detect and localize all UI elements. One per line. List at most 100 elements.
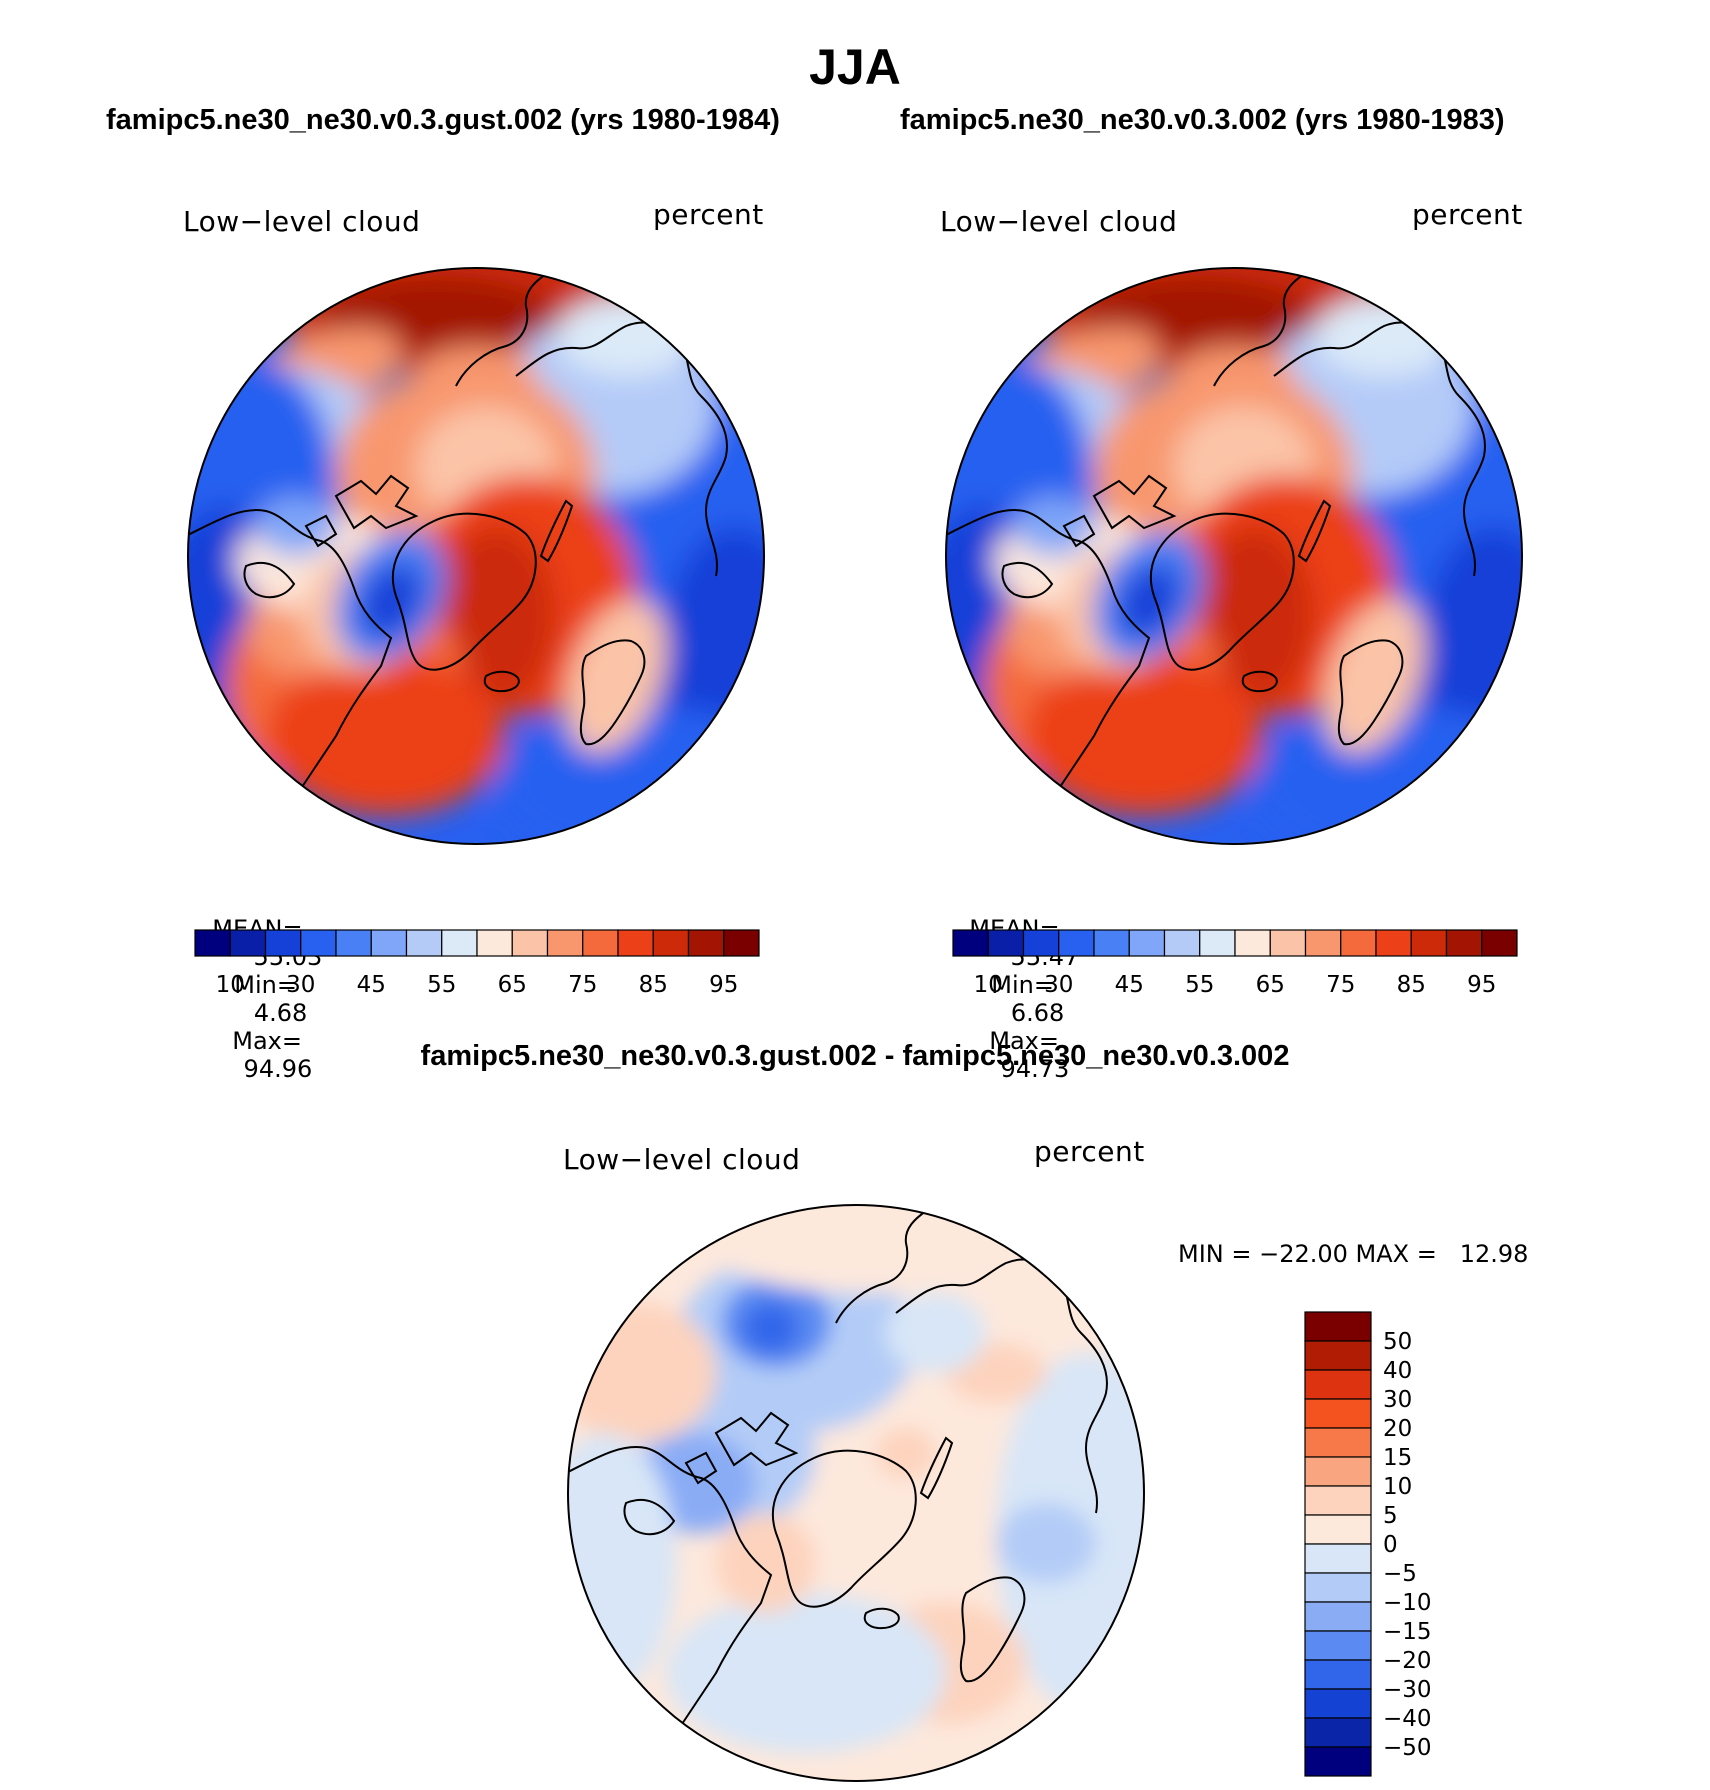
colorbar-swatch	[1163, 929, 1201, 957]
colorbar-swatch	[1304, 1340, 1372, 1371]
colorbar-swatch	[652, 929, 690, 957]
colorbar-tick-label: 30	[1383, 1387, 1412, 1413]
panel2-min-label: Min=	[991, 971, 1054, 999]
colorbar-tick-label: 20	[1383, 1416, 1412, 1442]
colorbar-swatch	[1304, 1427, 1372, 1458]
colorbar-swatch	[1058, 929, 1095, 957]
panel1-case-title: famipc5.ne30_ne30.v0.3.gust.002 (yrs 198…	[106, 104, 780, 136]
colorbar-tick-label: −5	[1383, 1561, 1417, 1587]
colorbar-tick-label: 45	[1115, 972, 1144, 998]
panel1-max-label: Max=	[232, 1027, 302, 1055]
colorbar-swatch	[1340, 929, 1377, 957]
colorbar-swatch	[405, 929, 443, 957]
colorbar-swatch	[582, 929, 619, 957]
map-boundary	[567, 1204, 1145, 1782]
panel1-polar-map	[187, 267, 765, 845]
panel2-polar-map	[945, 267, 1523, 845]
colorbar-swatch	[1304, 1543, 1372, 1574]
colorbar-tick-label: 30	[286, 972, 315, 998]
colorbar-tick-label: −10	[1383, 1590, 1432, 1616]
colorbar-swatch	[1304, 1485, 1372, 1516]
colorbar-swatch	[1375, 929, 1412, 957]
colorbar-swatch	[1304, 1456, 1372, 1487]
panel2-max-value: 94.73	[1000, 1055, 1070, 1083]
colorbar-tick-label: −40	[1383, 1706, 1432, 1732]
colorbar-tick-label: 10	[216, 972, 245, 998]
coastlines	[188, 273, 728, 797]
colorbar-tick-label: 55	[427, 972, 456, 998]
colorbar-swatch	[441, 929, 478, 957]
panel1-units-label: percent	[653, 198, 764, 231]
colorbar-tick-label: 95	[709, 972, 738, 998]
panel2-units-label: percent	[1412, 198, 1523, 231]
colorbar-tick-label: 55	[1185, 972, 1214, 998]
panel1-max-value: 94.96	[243, 1055, 313, 1083]
colorbar-swatch	[546, 929, 584, 957]
colorbar-swatch	[617, 929, 654, 957]
colorbar-swatch	[1304, 1514, 1372, 1545]
colorbar-swatch	[1199, 929, 1236, 957]
colorbar-swatch	[1304, 1746, 1372, 1777]
panel1-colorbar: 10 30 45 55 65 75 85 95	[194, 929, 760, 998]
colorbar-swatch	[1304, 1659, 1372, 1690]
difference-polar-map	[567, 1204, 1145, 1782]
colorbar-swatch	[511, 929, 549, 957]
map-field	[568, 1205, 1144, 1781]
panel2-variable-label: Low−level cloud	[940, 205, 1178, 238]
colorbar-tick-label: −15	[1383, 1619, 1432, 1645]
difference-units-label: percent	[1034, 1135, 1145, 1168]
panel1-min-value: 4.68	[253, 999, 308, 1027]
colorbar-swatch	[1304, 1572, 1372, 1603]
coastlines	[946, 273, 1486, 797]
colorbar-swatch	[1304, 1630, 1372, 1661]
colorbar-swatch	[1445, 929, 1483, 957]
colorbar-tick-label: 75	[1326, 972, 1355, 998]
map-boundary	[945, 267, 1523, 845]
colorbar-tick-label: 65	[498, 972, 527, 998]
map-field	[946, 268, 1522, 844]
colorbar-swatch	[1304, 1311, 1372, 1342]
map-boundary	[187, 267, 765, 845]
colorbar-swatch	[1304, 1369, 1372, 1400]
colorbar-swatch	[370, 929, 408, 957]
colorbar-swatch	[987, 929, 1025, 957]
colorbar-swatch	[476, 929, 513, 957]
colorbar-tick-label: 85	[639, 972, 668, 998]
figure-title: JJA	[809, 39, 901, 95]
colorbar-swatch	[1128, 929, 1166, 957]
colorbar-tick-label: 5	[1383, 1503, 1398, 1529]
panel1-variable-label: Low−level cloud	[183, 205, 421, 238]
colorbar-swatch	[1234, 929, 1271, 957]
panel1-min-label: Min=	[234, 971, 297, 999]
colorbar-tick-label: −20	[1383, 1648, 1432, 1674]
coastlines	[568, 1210, 1108, 1734]
difference-title: famipc5.ne30_ne30.v0.3.gust.002 - famipc…	[420, 1040, 1290, 1072]
colorbar-swatch	[300, 929, 337, 957]
colorbar-swatch	[1093, 929, 1130, 957]
map-field	[188, 268, 764, 844]
panel2-colorbar: 10 30 45 55 65 75 85 95	[952, 929, 1518, 998]
colorbar-tick-label: 15	[1383, 1445, 1412, 1471]
panel2-max-label: Max=	[989, 1027, 1059, 1055]
colorbar-swatch	[264, 929, 302, 957]
colorbar-swatch	[1304, 1601, 1372, 1632]
colorbar-tick-label: 40	[1383, 1358, 1412, 1384]
colorbar-tick-label: 10	[1383, 1474, 1412, 1500]
colorbar-swatch	[1304, 1688, 1372, 1719]
colorbar-tick-label: 45	[357, 972, 386, 998]
colorbar-swatch	[335, 929, 372, 957]
difference-variable-label: Low−level cloud	[563, 1143, 801, 1176]
colorbar-swatch	[952, 929, 989, 957]
panel2-min-value: 6.68	[1010, 999, 1065, 1027]
colorbar-swatch	[723, 929, 760, 957]
colorbar-swatch	[1022, 929, 1060, 957]
panel2-case-title: famipc5.ne30_ne30.v0.3.002 (yrs 1980-198…	[900, 104, 1505, 136]
colorbar-swatch	[229, 929, 267, 957]
colorbar-swatch	[1304, 929, 1342, 957]
colorbar-tick-label: −30	[1383, 1677, 1432, 1703]
colorbar-tick-label: 0	[1383, 1532, 1398, 1558]
difference-stats: MIN = −22.00 MAX = 12.98	[1178, 1240, 1529, 1268]
colorbar-swatch	[1304, 1398, 1372, 1429]
colorbar-tick-label: −50	[1383, 1735, 1432, 1761]
